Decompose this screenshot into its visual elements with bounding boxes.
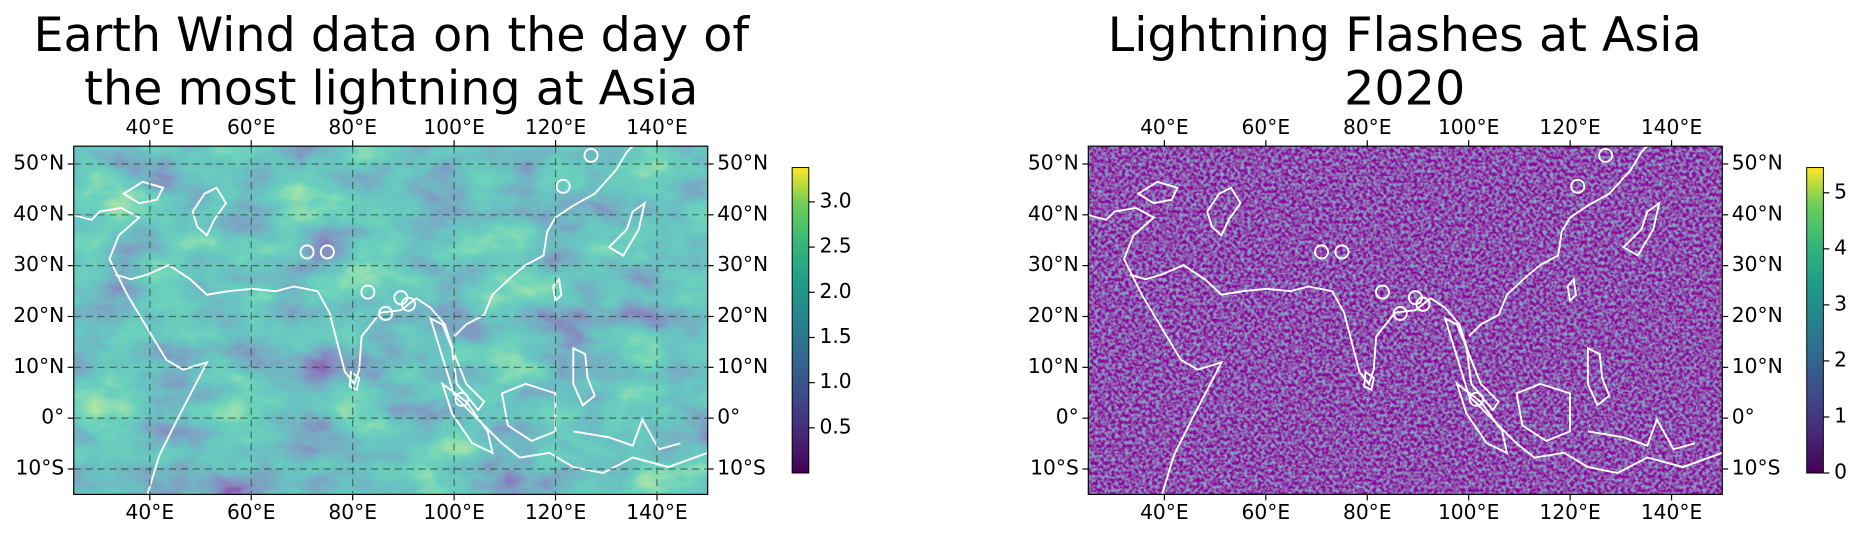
map-panel [1088,146,1723,495]
y-tick-label: 0° [41,405,64,429]
y-tick-label: 0° [1732,405,1755,429]
lightning-marker [319,244,335,260]
lightning-marker [360,284,376,300]
x-tick-label: 80°E [1343,115,1392,139]
y-tick-label: 10°S [16,455,65,479]
y-tick-label: 50°N [1028,150,1079,174]
x-tick-label: 60°E [1242,115,1291,139]
x-tick-label: 100°E [423,500,484,524]
y-tick-label: 10°N [717,354,768,378]
colorbar-tick-label: 1.5 [820,324,852,348]
y-tick-label: 10°S [717,455,766,479]
lightning-marker [400,296,416,312]
y-tick-label: 20°N [1732,303,1783,327]
map-frame [1087,145,1723,495]
y-tick-label: 10°N [1028,354,1079,378]
lightning-marker [583,147,599,163]
lightning-marker [1570,178,1586,194]
y-tick-label: 10°S [1030,455,1079,479]
colorbar-tick-label: 0 [1834,460,1847,484]
colorbar [791,167,810,474]
chart-title: 2020 [1344,62,1465,117]
colorbar-tick-label: 4 [1834,235,1847,259]
x-tick-label: 40°E [1140,115,1189,139]
y-tick-label: 0° [717,405,740,429]
field [73,146,708,495]
colorbar-tick-label: 1.0 [820,369,852,393]
x-tick-label: 60°E [1242,500,1291,524]
lightning-marker [1598,147,1614,163]
x-tick-label: 140°E [626,500,687,524]
x-tick-label: 40°E [126,500,175,524]
colorbar-tick-label: 0.5 [820,414,852,438]
chart-title: Earth Wind data on the day of [34,8,751,63]
y-tick-label: 30°N [1028,252,1079,276]
y-tick-label: 50°N [13,150,64,174]
y-tick-label: 40°N [717,201,768,225]
lightning-marker [1374,284,1390,300]
x-tick-label: 120°E [525,500,586,524]
chart-title: Lightning Flashes at Asia [1108,8,1702,63]
colorbar [1806,167,1824,474]
y-tick-label: 40°N [13,201,64,225]
colorbar-tick-label: 3.0 [820,188,852,212]
colorbar-tick-label: 2.5 [820,234,852,258]
x-tick-label: 80°E [328,115,377,139]
x-tick-label: 120°E [1539,500,1600,524]
x-tick-label: 120°E [1539,115,1600,139]
y-tick-label: 30°N [13,252,64,276]
lightning-marker [1468,391,1484,407]
y-tick-label: 20°N [13,303,64,327]
x-tick-label: 100°E [423,115,484,139]
y-tick-label: 50°N [1732,150,1783,174]
lightning-marker [1334,244,1350,260]
colorbar-tick-label: 5 [1834,179,1847,203]
x-tick-label: 100°E [1438,115,1499,139]
x-tick-label: 80°E [1343,500,1392,524]
y-tick-label: 10°N [13,354,64,378]
chart-title: the most lightning at Asia [84,62,698,117]
y-tick-label: 30°N [1732,252,1783,276]
lightning-marker [378,305,394,321]
field [1088,146,1723,495]
y-tick-label: 40°N [1028,201,1079,225]
y-tick-label: 40°N [1732,201,1783,225]
x-tick-label: 80°E [328,500,377,524]
lightning-marker [1392,305,1408,321]
x-tick-label: 60°E [227,500,276,524]
y-tick-label: 20°N [717,303,768,327]
map-frame [73,145,709,495]
y-tick-label: 0° [1056,405,1079,429]
x-tick-label: 140°E [626,115,687,139]
x-tick-label: 100°E [1438,500,1499,524]
lightning-marker [299,244,315,260]
colorbar-tick-label: 3 [1834,291,1847,315]
x-tick-label: 40°E [126,115,175,139]
lightning-marker [555,178,571,194]
x-tick-label: 140°E [1641,115,1702,139]
x-tick-label: 120°E [525,115,586,139]
lightning-marker [1415,296,1431,312]
colorbar-tick-label: 2 [1834,347,1847,371]
lightning-marker [454,391,470,407]
y-tick-label: 30°N [717,252,768,276]
map-panel [73,146,708,495]
y-tick-label: 10°S [1732,455,1781,479]
x-tick-label: 60°E [227,115,276,139]
y-tick-label: 10°N [1732,354,1783,378]
lightning-marker [1314,244,1330,260]
colorbar-tick-label: 1 [1834,403,1847,427]
colorbar-tick-label: 2.0 [820,279,852,303]
x-tick-label: 40°E [1140,500,1189,524]
x-tick-label: 140°E [1641,500,1702,524]
y-tick-label: 50°N [717,150,768,174]
y-tick-label: 20°N [1028,303,1079,327]
